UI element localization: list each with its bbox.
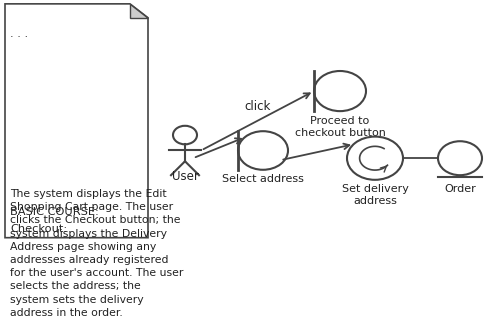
Text: User: User bbox=[172, 170, 198, 183]
Text: . . .: . . . bbox=[10, 29, 28, 39]
Polygon shape bbox=[130, 4, 148, 18]
Text: click: click bbox=[244, 100, 270, 113]
Text: Select address: Select address bbox=[222, 174, 304, 183]
Polygon shape bbox=[5, 4, 148, 238]
Text: Proceed to
checkout button: Proceed to checkout button bbox=[294, 116, 386, 138]
Text: The system displays the Edit
Shopping Cart page. The user
clicks the Checkout bu: The system displays the Edit Shopping Ca… bbox=[10, 189, 184, 318]
Text: BASIC COURSE:: BASIC COURSE: bbox=[10, 207, 99, 217]
Text: Checkout:: Checkout: bbox=[10, 224, 67, 234]
Text: Order: Order bbox=[444, 184, 476, 194]
Text: Set delivery
address: Set delivery address bbox=[342, 184, 408, 206]
